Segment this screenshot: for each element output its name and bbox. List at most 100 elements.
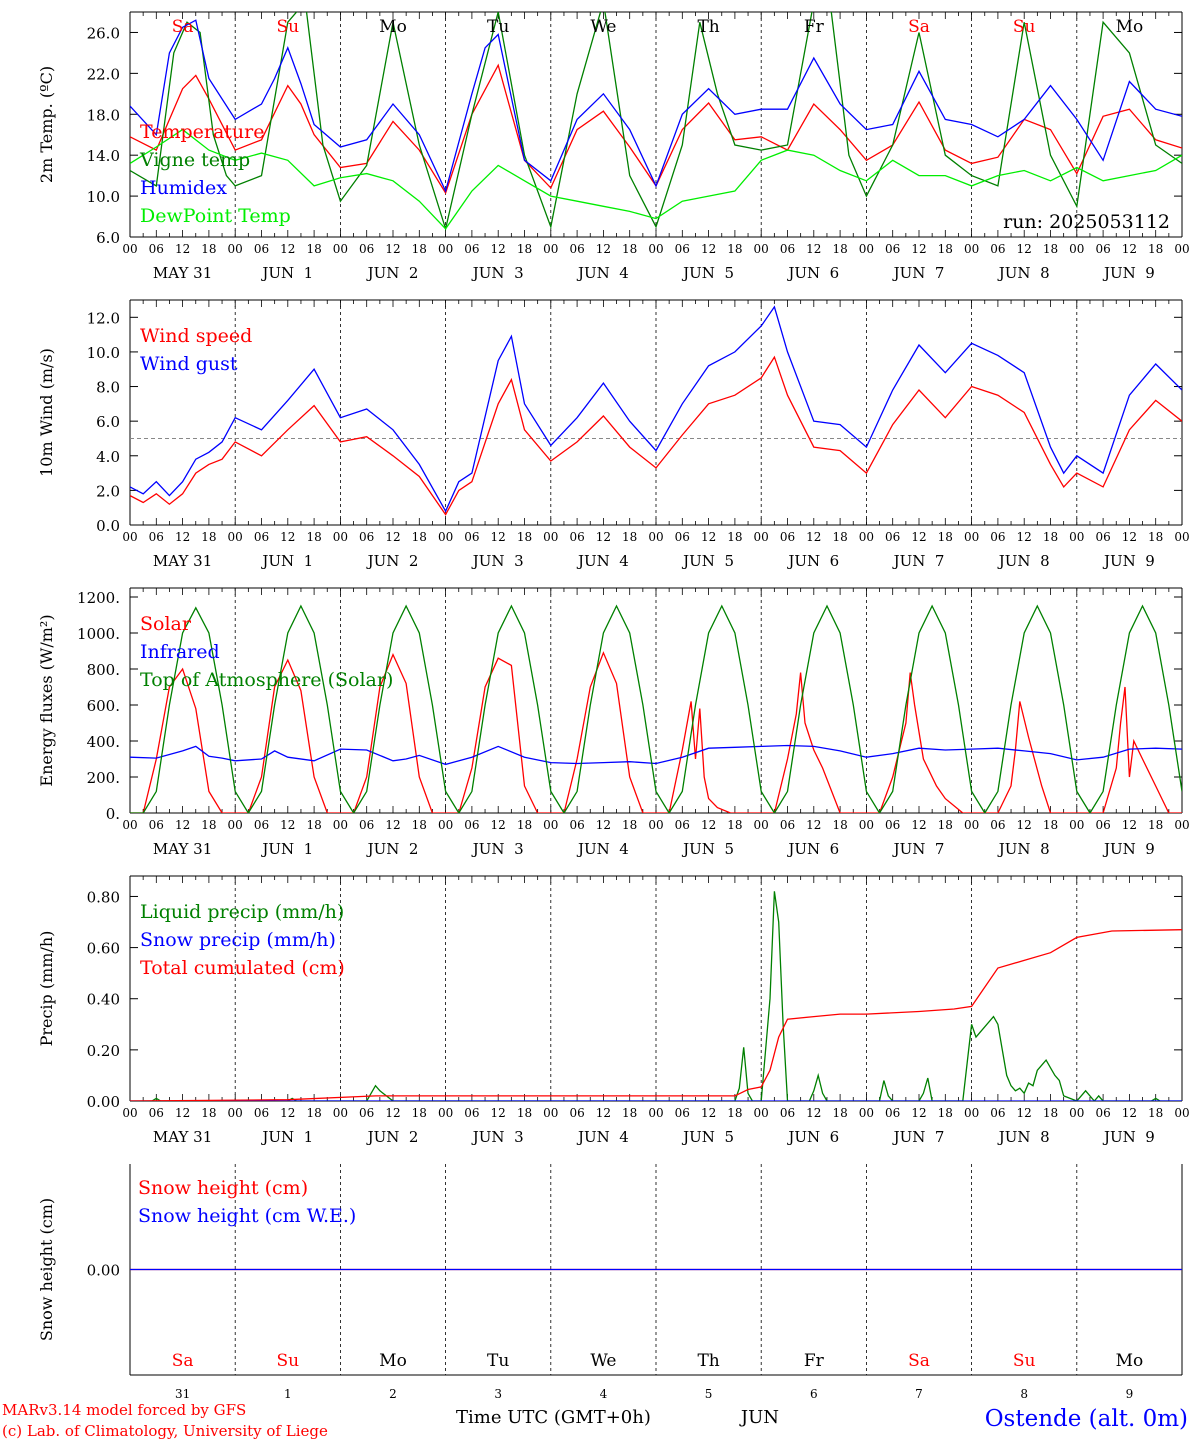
hour-tick-label: 06	[569, 1106, 584, 1120]
hour-tick-label: 00	[1174, 530, 1189, 544]
hour-tick-label: 00	[333, 242, 348, 256]
y-tick-label: 6.0	[96, 229, 120, 247]
hour-tick-label: 06	[675, 242, 690, 256]
chart-panel-3: 00 06 12 18 00 06 12 18 00 06 12 18 00 06 12 18 00 06 12 18…	[37, 587, 1190, 858]
hour-tick-label: 00	[859, 530, 874, 544]
hour-tick-label: 00	[438, 1106, 453, 1120]
hour-tick-label: 12	[385, 242, 400, 256]
hour-tick-label: 18	[1043, 818, 1058, 832]
legend-entry: DewPoint Temp	[140, 205, 291, 227]
hour-tick-label: 00	[228, 1106, 243, 1120]
date-label: JUN 3	[471, 552, 524, 570]
hour-tick-label: 00	[859, 1106, 874, 1120]
hour-tick-label: 06	[464, 1106, 479, 1120]
day-number: 6	[810, 1387, 818, 1401]
y-tick-label: 1200.	[77, 589, 120, 607]
hour-tick-label: 00	[964, 242, 979, 256]
date-label: JUN 5	[681, 264, 734, 282]
date-label: JUN 4	[576, 840, 629, 858]
hour-tick-label: 06	[675, 818, 690, 832]
hour-tick-label: 18	[622, 242, 637, 256]
hour-tick-label: 18	[832, 1106, 847, 1120]
hour-tick-label: 12	[1017, 530, 1032, 544]
hour-tick-label: 12	[385, 530, 400, 544]
hour-tick-label: 06	[990, 242, 1005, 256]
hour-tick-label: 18	[622, 530, 637, 544]
y-tick-label: 22.0	[87, 65, 120, 83]
date-label: JUN 6	[786, 840, 839, 858]
date-label: JUN 4	[576, 552, 629, 570]
hour-tick-label: 12	[596, 818, 611, 832]
legend-entry: Total cumulated (cm)	[140, 957, 345, 979]
hour-tick-label: 06	[254, 1106, 269, 1120]
hour-tick-label: 00	[122, 242, 137, 256]
hour-tick-label: 00	[1069, 242, 1084, 256]
date-label: JUN 4	[576, 264, 629, 282]
hour-tick-label: 12	[911, 242, 926, 256]
hour-tick-label: 18	[832, 242, 847, 256]
hour-tick-label: 00	[754, 818, 769, 832]
hour-tick-label: 06	[254, 530, 269, 544]
day-number: 3	[494, 1387, 502, 1401]
hour-tick-label: 18	[727, 818, 742, 832]
hour-tick-label: 18	[517, 530, 532, 544]
hour-tick-label: 06	[464, 242, 479, 256]
date-label: JUN 7	[892, 264, 945, 282]
hour-tick-label: 06	[569, 818, 584, 832]
hour-tick-label: 12	[911, 530, 926, 544]
date-label: JUN 3	[471, 1128, 524, 1146]
date-label: JUN 2	[366, 840, 419, 858]
date-label: JUN 9	[1102, 264, 1155, 282]
hour-tick-label: 06	[254, 242, 269, 256]
y-tick-label: 200.	[87, 769, 120, 787]
series-line-total-cumulated-cm-	[130, 929, 1182, 1101]
date-label: JUN 5	[681, 840, 734, 858]
hour-tick-label: 06	[569, 242, 584, 256]
hour-tick-label: 00	[333, 818, 348, 832]
hour-tick-label: 00	[228, 242, 243, 256]
hour-tick-label: 12	[1122, 818, 1137, 832]
hour-tick-label: 00	[438, 818, 453, 832]
hour-tick-label: 12	[175, 1106, 190, 1120]
day-number: 7	[915, 1387, 923, 1401]
date-label: JUN 1	[260, 264, 313, 282]
hour-tick-label: 06	[1095, 818, 1110, 832]
date-label: JUN 7	[892, 1128, 945, 1146]
hour-tick-label: 18	[1148, 530, 1163, 544]
y-tick-label: 4.0	[96, 448, 120, 466]
hour-tick-label: 06	[990, 818, 1005, 832]
y-tick-label: 18.0	[87, 106, 120, 124]
day-abbr-top: Sa	[908, 17, 930, 37]
hour-tick-label: 12	[596, 242, 611, 256]
day-number: 31	[175, 1387, 190, 1401]
date-label: JUN 7	[892, 840, 945, 858]
hour-tick-label: 18	[832, 818, 847, 832]
y-tick-label: 8.0	[96, 379, 120, 397]
y-axis-label: Energy fluxes (W/m²)	[37, 614, 56, 786]
y-tick-label: 10.0	[87, 344, 120, 362]
hour-tick-label: 12	[596, 530, 611, 544]
hour-tick-label: 18	[727, 1106, 742, 1120]
day-abbr-bottom: We	[590, 1351, 616, 1371]
hour-tick-label: 00	[122, 818, 137, 832]
day-abbr-top: Su	[276, 17, 299, 37]
date-label: JUN 1	[260, 552, 313, 570]
hour-tick-label: 18	[1148, 242, 1163, 256]
hour-tick-label: 06	[149, 530, 164, 544]
hour-tick-label: 06	[885, 818, 900, 832]
day-abbr-bottom: Su	[276, 1351, 299, 1371]
month-label: JUN	[739, 1407, 779, 1428]
hour-tick-label: 00	[543, 242, 558, 256]
y-tick-label: 1000.	[77, 625, 120, 643]
hour-tick-label: 00	[438, 242, 453, 256]
chart-panel-1: 00 06 12 18 00 06 12 18 00 06 12 18 00 06 12 18 00 06 12 18…	[37, 11, 1190, 282]
hour-tick-label: 00	[1069, 818, 1084, 832]
day-abbr-bottom: Th	[697, 1351, 719, 1371]
hour-tick-label: 12	[596, 1106, 611, 1120]
lab-credit: (c) Lab. of Climatology, University of L…	[2, 1422, 328, 1440]
hour-tick-label: 18	[201, 1106, 216, 1120]
hour-tick-label: 18	[832, 530, 847, 544]
date-label: JUN 8	[997, 552, 1050, 570]
hour-tick-label: 12	[491, 242, 506, 256]
hour-tick-label: 00	[648, 530, 663, 544]
